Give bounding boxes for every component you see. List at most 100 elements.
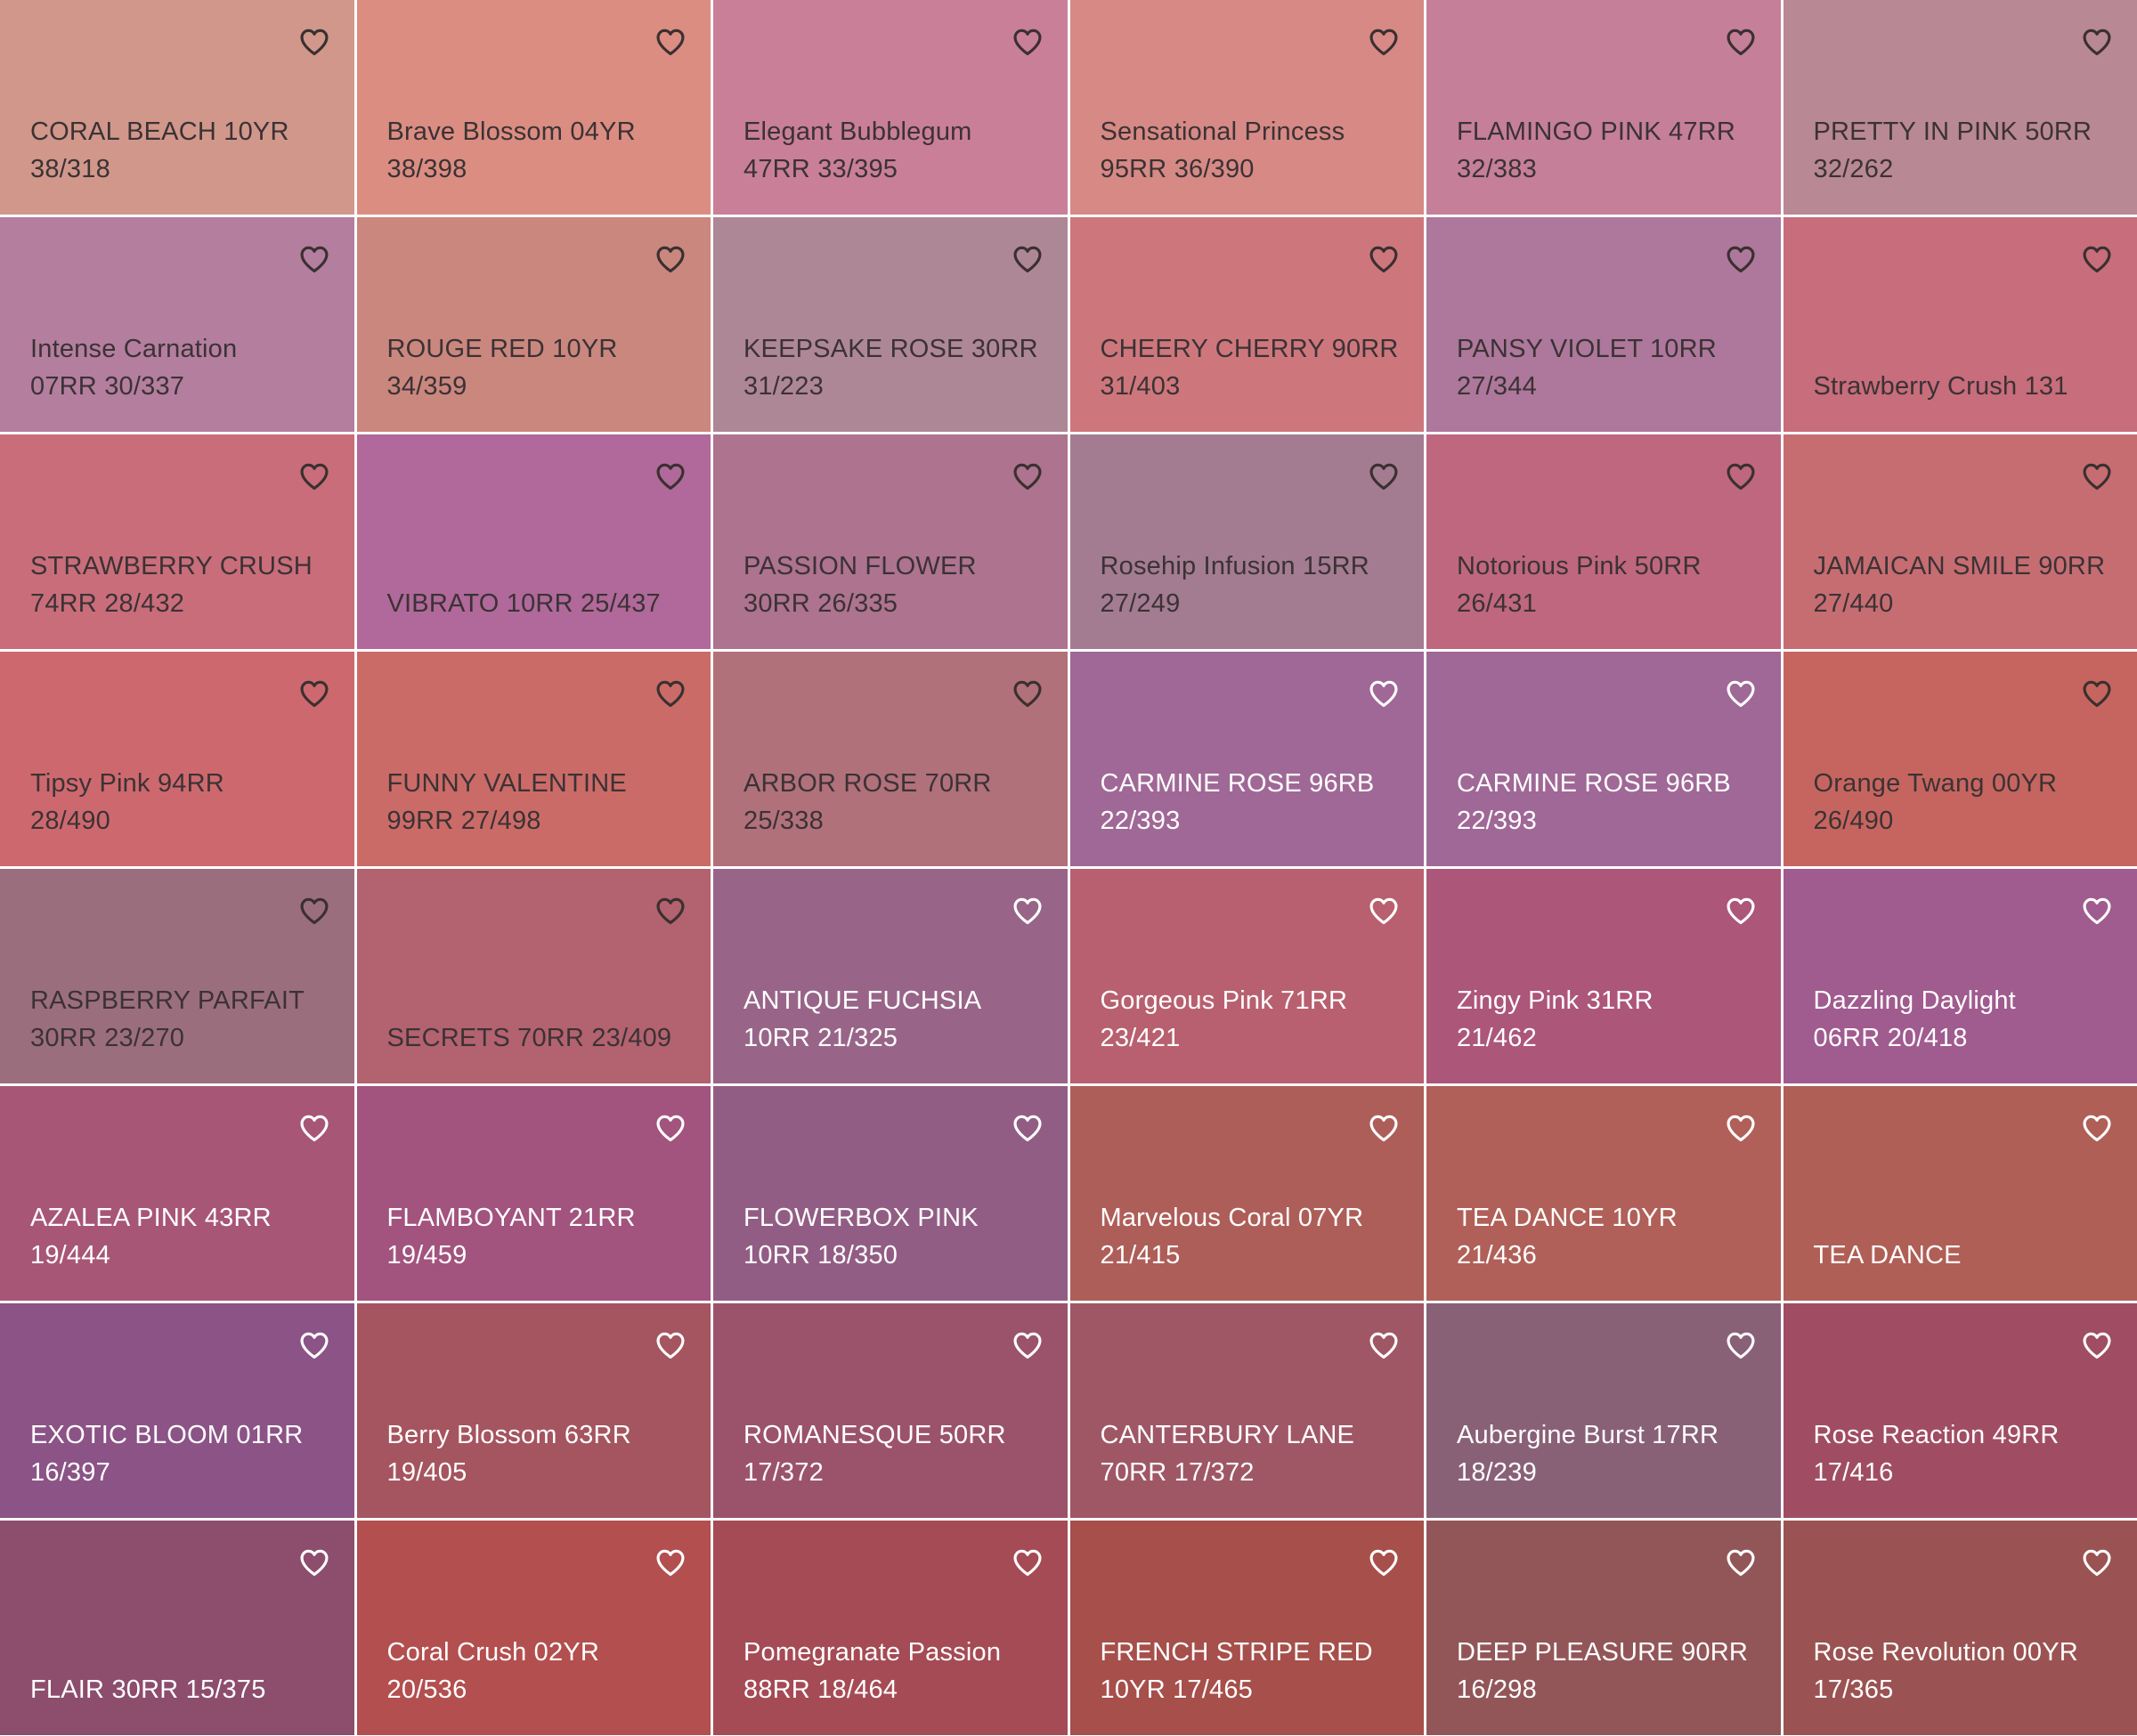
heart-icon[interactable] (1367, 677, 1401, 710)
heart-icon[interactable] (654, 242, 687, 276)
color-swatch[interactable]: FLOWERBOX PINK 10RR 18/350 (713, 1086, 1068, 1301)
heart-icon[interactable] (297, 1545, 331, 1579)
heart-icon[interactable] (2080, 894, 2114, 928)
swatch-code: 30RR 26/335 (743, 589, 898, 618)
heart-icon[interactable] (654, 1111, 687, 1145)
color-swatch[interactable]: Berry Blossom 63RR 19/405 (356, 1303, 711, 1518)
heart-icon[interactable] (1011, 25, 1044, 59)
heart-icon[interactable] (1724, 677, 1758, 710)
heart-icon[interactable] (1011, 1328, 1044, 1362)
heart-icon[interactable] (1724, 1328, 1758, 1362)
swatch-label: FRENCH STRIPE RED 10YR 17/465 (1101, 1634, 1407, 1708)
color-swatch[interactable]: Zingy Pink 31RR 21/462 (1426, 869, 1781, 1083)
color-swatch[interactable]: EXOTIC BLOOM 01RR 16/397 (0, 1303, 354, 1518)
heart-icon[interactable] (1367, 242, 1401, 276)
heart-icon[interactable] (1724, 1545, 1758, 1579)
color-swatch[interactable]: PANSY VIOLET 10RR 27/344 (1426, 217, 1781, 432)
heart-icon[interactable] (654, 1328, 687, 1362)
color-swatch[interactable]: JAMAICAN SMILE 90RR 27/440 (1783, 434, 2137, 649)
heart-icon[interactable] (1011, 459, 1044, 493)
color-swatch[interactable]: CORAL BEACH 10YR 38/318 (0, 0, 354, 215)
heart-icon[interactable] (1367, 1545, 1401, 1579)
swatch-code: 19/459 (386, 1241, 467, 1270)
color-swatch[interactable]: TEA DANCE 10YR 21/436 (1426, 1086, 1781, 1301)
color-swatch[interactable]: PRETTY IN PINK 50RR 32/262 (1783, 0, 2137, 215)
color-swatch[interactable]: CANTERBURY LANE 70RR 17/372 (1069, 1303, 1424, 1518)
swatch-code: 10YR 17/465 (1100, 1675, 1253, 1704)
heart-icon[interactable] (654, 1545, 687, 1579)
heart-icon[interactable] (297, 242, 331, 276)
heart-icon[interactable] (1011, 894, 1044, 928)
color-swatch[interactable]: Rose Reaction 49RR 17/416 (1783, 1303, 2137, 1518)
color-swatch[interactable]: DEEP PLEASURE 90RR 16/298 (1426, 1521, 1781, 1735)
heart-icon[interactable] (1011, 1111, 1044, 1145)
heart-icon[interactable] (297, 459, 331, 493)
heart-icon[interactable] (2080, 459, 2114, 493)
heart-icon[interactable] (654, 894, 687, 928)
color-swatch[interactable]: CARMINE ROSE 96RB 22/393 (1426, 652, 1781, 866)
heart-icon[interactable] (1724, 894, 1758, 928)
color-swatch[interactable]: Aubergine Burst 17RR 18/239 (1426, 1303, 1781, 1518)
color-swatch[interactable]: FUNNY VALENTINE 99RR 27/498 (356, 652, 711, 866)
color-swatch[interactable]: CHEERY CHERRY 90RR 31/403 (1069, 217, 1424, 432)
heart-icon[interactable] (297, 894, 331, 928)
heart-icon[interactable] (1367, 1328, 1401, 1362)
heart-icon[interactable] (1367, 894, 1401, 928)
color-swatch[interactable]: CARMINE ROSE 96RB 22/393 (1069, 652, 1424, 866)
color-swatch[interactable]: FLAMBOYANT 21RR 19/459 (356, 1086, 711, 1301)
color-swatch[interactable]: Rose Revolution 00YR 17/365 (1783, 1521, 2137, 1735)
heart-icon[interactable] (2080, 677, 2114, 710)
color-swatch[interactable]: Gorgeous Pink 71RR 23/421 (1069, 869, 1424, 1083)
heart-icon[interactable] (2080, 25, 2114, 59)
color-swatch[interactable]: ARBOR ROSE 70RR 25/338 (713, 652, 1068, 866)
color-swatch[interactable]: RASPBERRY PARFAIT 30RR 23/270 (0, 869, 354, 1083)
color-swatch[interactable]: ROMANESQUE 50RR 17/372 (713, 1303, 1068, 1518)
heart-icon[interactable] (297, 1111, 331, 1145)
heart-icon[interactable] (1724, 242, 1758, 276)
color-swatch[interactable]: KEEPSAKE ROSE 30RR 31/223 (713, 217, 1068, 432)
color-swatch[interactable]: FRENCH STRIPE RED 10YR 17/465 (1069, 1521, 1424, 1735)
color-swatch[interactable]: STRAWBERRY CRUSH 74RR 28/432 (0, 434, 354, 649)
heart-icon[interactable] (1011, 1545, 1044, 1579)
color-swatch[interactable]: Coral Crush 02YR 20/536 (356, 1521, 711, 1735)
color-swatch[interactable]: Pomegranate Passion 88RR 18/464 (713, 1521, 1068, 1735)
color-swatch[interactable]: AZALEA PINK 43RR 19/444 (0, 1086, 354, 1301)
color-swatch[interactable]: Brave Blossom 04YR 38/398 (356, 0, 711, 215)
color-swatch[interactable]: ANTIQUE FUCHSIA 10RR 21/325 (713, 869, 1068, 1083)
color-swatch[interactable]: Strawberry Crush 131 (1783, 217, 2137, 432)
color-swatch[interactable]: Marvelous Coral 07YR 21/415 (1069, 1086, 1424, 1301)
heart-icon[interactable] (654, 677, 687, 710)
heart-icon[interactable] (1724, 1111, 1758, 1145)
color-swatch[interactable]: TEA DANCE (1783, 1086, 2137, 1301)
heart-icon[interactable] (2080, 1328, 2114, 1362)
color-swatch[interactable]: Elegant Bubblegum 47RR 33/395 (713, 0, 1068, 215)
color-swatch[interactable]: Tipsy Pink 94RR 28/490 (0, 652, 354, 866)
heart-icon[interactable] (654, 459, 687, 493)
heart-icon[interactable] (297, 677, 331, 710)
color-swatch[interactable]: FLAMINGO PINK 47RR 32/383 (1426, 0, 1781, 215)
heart-icon[interactable] (654, 25, 687, 59)
heart-icon[interactable] (1367, 1111, 1401, 1145)
heart-icon[interactable] (2080, 242, 2114, 276)
color-swatch[interactable]: Dazzling Daylight 06RR 20/418 (1783, 869, 2137, 1083)
heart-icon[interactable] (1011, 677, 1044, 710)
color-swatch[interactable]: PASSION FLOWER 30RR 26/335 (713, 434, 1068, 649)
heart-icon[interactable] (297, 25, 331, 59)
color-swatch[interactable]: Notorious Pink 50RR 26/431 (1426, 434, 1781, 649)
color-swatch[interactable]: Rosehip Infusion 15RR 27/249 (1069, 434, 1424, 649)
color-swatch[interactable]: SECRETS 70RR 23/409 (356, 869, 711, 1083)
color-swatch[interactable]: Intense Carnation 07RR 30/337 (0, 217, 354, 432)
heart-icon[interactable] (297, 1328, 331, 1362)
heart-icon[interactable] (1367, 459, 1401, 493)
color-swatch[interactable]: Orange Twang 00YR 26/490 (1783, 652, 2137, 866)
color-swatch[interactable]: VIBRATO 10RR 25/437 (356, 434, 711, 649)
color-swatch[interactable]: ROUGE RED 10YR 34/359 (356, 217, 711, 432)
heart-icon[interactable] (2080, 1111, 2114, 1145)
heart-icon[interactable] (2080, 1545, 2114, 1579)
color-swatch[interactable]: Sensational Princess 95RR 36/390 (1069, 0, 1424, 215)
heart-icon[interactable] (1724, 25, 1758, 59)
heart-icon[interactable] (1724, 459, 1758, 493)
heart-icon[interactable] (1367, 25, 1401, 59)
color-swatch[interactable]: FLAIR 30RR 15/375 (0, 1521, 354, 1735)
heart-icon[interactable] (1011, 242, 1044, 276)
